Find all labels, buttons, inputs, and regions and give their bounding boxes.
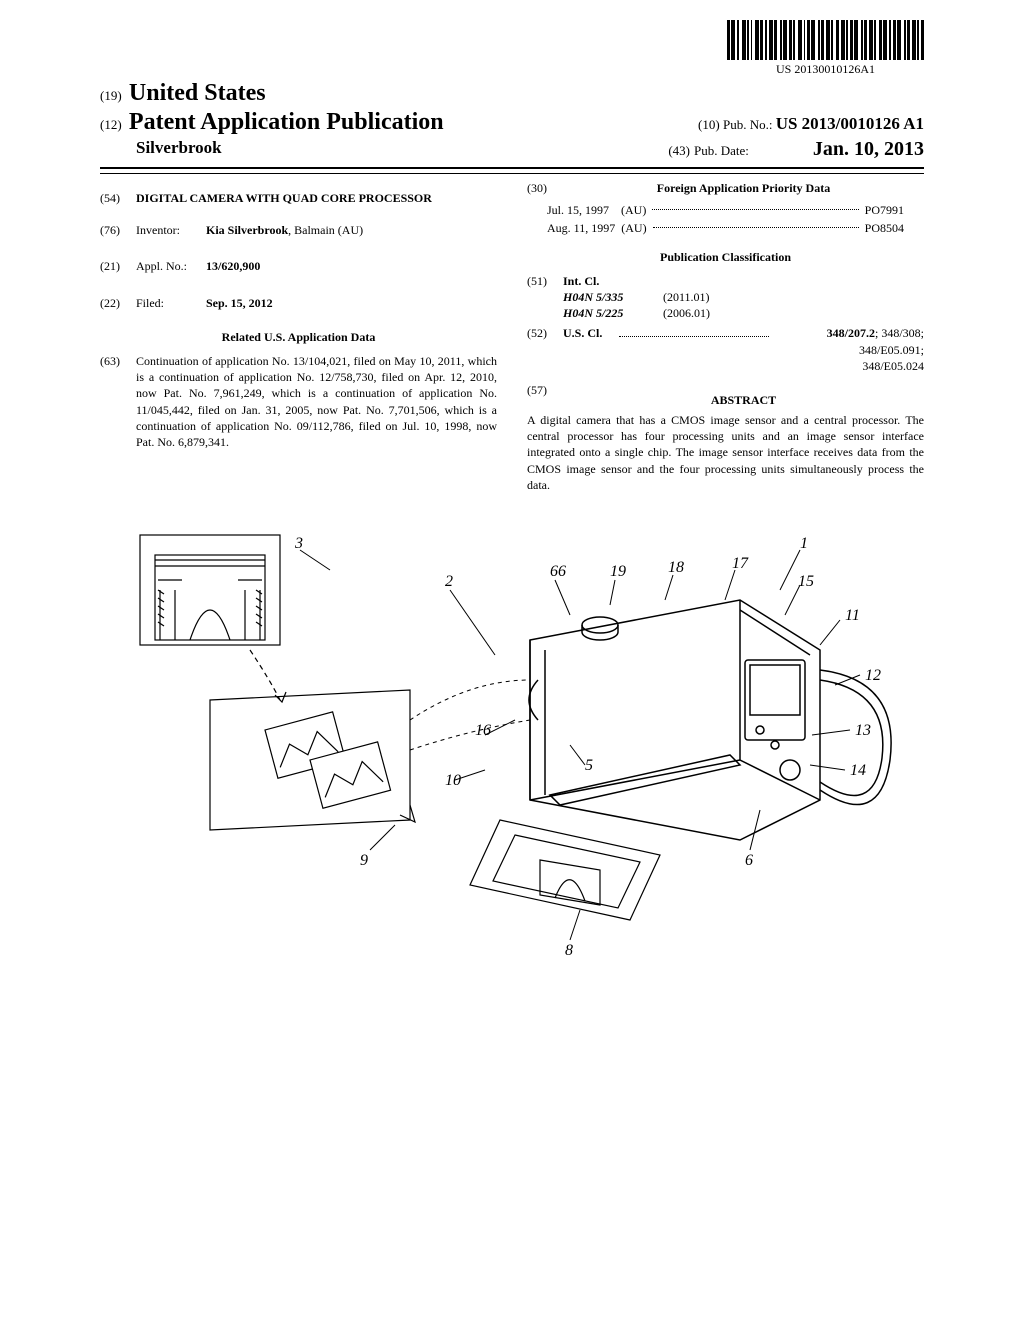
inventor-location: , Balmain (AU) xyxy=(288,223,363,237)
code-51: (51) xyxy=(527,273,563,289)
ref-num-66: 66 xyxy=(550,563,566,580)
continuation-text: Continuation of application No. 13/104,0… xyxy=(136,353,497,450)
header-rule-1 xyxy=(100,167,924,169)
code-52: (52) xyxy=(527,325,563,341)
barcode-block: US 20130010126A1 xyxy=(727,20,924,77)
filed-label: Filed: xyxy=(136,295,206,311)
ref-num-9: 9 xyxy=(360,852,368,869)
foreign-row: Jul. 15, 1997 (AU) PO7991 xyxy=(527,202,924,218)
dots xyxy=(653,220,859,228)
code-43: (43) xyxy=(668,143,690,158)
ref-num-14: 14 xyxy=(850,762,866,779)
inventor-name: Kia Silverbrook xyxy=(206,223,288,237)
foreign-num: PO7991 xyxy=(865,202,904,218)
body-columns: (54) DIGITAL CAMERA WITH QUAD CORE PROCE… xyxy=(100,180,924,493)
inventor-surname: Silverbrook xyxy=(136,138,222,161)
inventor-label: Inventor: xyxy=(136,222,206,238)
pub-no-label: Pub. No.: xyxy=(723,117,772,132)
ref-num-5: 5 xyxy=(585,757,593,774)
code-54: (54) xyxy=(100,190,136,206)
ref-num-6: 6 xyxy=(745,852,753,869)
intcl-item: H04N 5/225 (2006.01) xyxy=(563,305,924,321)
ref-num-3: 3 xyxy=(294,535,303,552)
related-data-heading: Related U.S. Application Data xyxy=(100,329,497,345)
foreign-date: Jul. 15, 1997 xyxy=(547,202,609,218)
figure-drawing: 3 2 66 19 18 17 1 15 11 12 13 14 6 5 8 9… xyxy=(100,520,924,960)
barcode xyxy=(727,20,924,60)
right-column: (30) Foreign Application Priority Data J… xyxy=(527,180,924,493)
ref-num-16: 16 xyxy=(475,722,491,739)
intcl-code: H04N 5/335 xyxy=(563,289,663,305)
patent-header: (19) United States (12) Patent Applicati… xyxy=(100,80,924,174)
intcl-code: H04N 5/225 xyxy=(563,305,663,321)
uscl-main: 348/207.2 xyxy=(827,326,875,340)
code-57: (57) xyxy=(527,382,563,408)
code-22: (22) xyxy=(100,295,136,311)
dots xyxy=(652,202,858,210)
ref-num-17: 17 xyxy=(732,555,749,572)
pub-date-label: Pub. Date: xyxy=(694,143,749,158)
code-63: (63) xyxy=(100,353,136,450)
foreign-date: Aug. 11, 1997 xyxy=(547,220,615,236)
code-76: (76) xyxy=(100,222,136,238)
uscl-label: U.S. Cl. xyxy=(563,325,613,341)
publication-date: Jan. 10, 2013 xyxy=(813,138,924,160)
code-12: (12) xyxy=(100,117,122,132)
intcl-version: (2006.01) xyxy=(663,305,710,321)
foreign-cc: (AU) xyxy=(621,202,646,218)
intcl-item: H04N 5/335 (2011.01) xyxy=(563,289,924,305)
classification-heading: Publication Classification xyxy=(527,249,924,265)
ref-num-11: 11 xyxy=(845,607,860,624)
ref-num-1: 1 xyxy=(800,535,808,552)
intcl-version: (2011.01) xyxy=(663,289,710,305)
barcode-number: US 20130010126A1 xyxy=(727,62,924,77)
foreign-row: Aug. 11, 1997 (AU) PO8504 xyxy=(527,220,924,236)
patent-figure: 3 2 66 19 18 17 1 15 11 12 13 14 6 5 8 9… xyxy=(100,520,924,960)
intcl-label: Int. Cl. xyxy=(563,273,599,289)
code-21: (21) xyxy=(100,258,136,274)
abstract-text: A digital camera that has a CMOS image s… xyxy=(527,412,924,493)
code-19: (19) xyxy=(100,88,122,103)
ref-num-15: 15 xyxy=(798,573,814,590)
foreign-priority-heading: Foreign Application Priority Data xyxy=(563,180,924,196)
filed-date: Sep. 15, 2012 xyxy=(206,295,273,311)
dots xyxy=(619,329,769,337)
ref-num-13: 13 xyxy=(855,722,871,739)
country: United States xyxy=(129,80,266,106)
ref-num-8: 8 xyxy=(565,942,573,959)
publication-type: Patent Application Publication xyxy=(129,109,444,135)
appl-no-label: Appl. No.: xyxy=(136,258,206,274)
header-rule-2 xyxy=(100,173,924,174)
ref-num-18: 18 xyxy=(668,559,684,576)
foreign-cc: (AU) xyxy=(621,220,646,236)
invention-title: DIGITAL CAMERA WITH QUAD CORE PROCESSOR xyxy=(136,190,432,206)
ref-num-10: 10 xyxy=(445,772,461,789)
publication-number: US 2013/0010126 A1 xyxy=(776,114,924,133)
code-30: (30) xyxy=(527,180,563,196)
application-number: 13/620,900 xyxy=(206,258,260,274)
abstract-heading: ABSTRACT xyxy=(563,392,924,408)
uscl-last: 348/E05.024 xyxy=(527,358,924,374)
left-column: (54) DIGITAL CAMERA WITH QUAD CORE PROCE… xyxy=(100,180,497,493)
ref-num-19: 19 xyxy=(610,563,626,580)
ref-num-2: 2 xyxy=(445,573,453,590)
foreign-num: PO8504 xyxy=(865,220,904,236)
code-10: (10) xyxy=(698,117,720,132)
ref-num-12: 12 xyxy=(865,667,881,684)
